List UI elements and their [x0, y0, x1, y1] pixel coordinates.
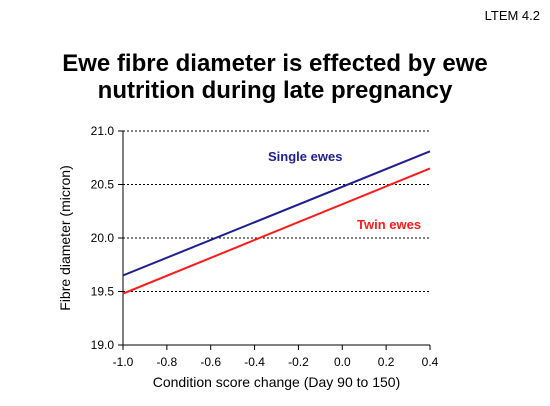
y-tick-label: 19.5 — [91, 285, 115, 299]
x-ticks: -1.0 -0.8 -0.6 -0.4 -0.2 0.0 0.2 0.4 — [113, 345, 439, 369]
series-lines: Single ewes Twin ewes — [122, 149, 431, 295]
series-label-1: Single ewes — [268, 149, 342, 164]
y-ticks: 19.0 19.5 20.0 20.5 21.0 — [91, 124, 123, 352]
x-tick-label: 0.0 — [334, 355, 351, 369]
series-label-2: Twin ewes — [357, 217, 421, 232]
grid-lines — [123, 130, 430, 292]
x-tick-label: -0.2 — [288, 355, 309, 369]
y-tick-label: 20.5 — [91, 178, 115, 192]
x-tick-label: -0.8 — [157, 355, 178, 369]
x-tick-label: -1.0 — [113, 355, 134, 369]
y-tick-label: 21.0 — [91, 124, 115, 138]
y-axis-label: Fibre diameter (micron) — [57, 165, 73, 310]
x-tick-label: 0.4 — [422, 355, 439, 369]
series-line-1 — [122, 150, 431, 277]
x-tick-label: -0.4 — [244, 355, 265, 369]
slide-code: LTEM 4.2 — [484, 8, 540, 23]
x-tick-label: 0.2 — [378, 355, 395, 369]
x-axis-label: Condition score change (Day 90 to 150) — [153, 374, 400, 390]
chart-title-line-2: nutrition during late pregnancy — [97, 77, 453, 104]
series-line-2 — [122, 167, 431, 295]
chart-title: Ewe fibre diameter is effected by ewe nu… — [0, 50, 550, 104]
chart-title-line-1: Ewe fibre diameter is effected by ewe — [62, 50, 488, 77]
y-tick-label: 20.0 — [91, 231, 115, 245]
x-tick-label: -0.6 — [200, 355, 221, 369]
y-tick-label: 19.0 — [91, 338, 115, 352]
